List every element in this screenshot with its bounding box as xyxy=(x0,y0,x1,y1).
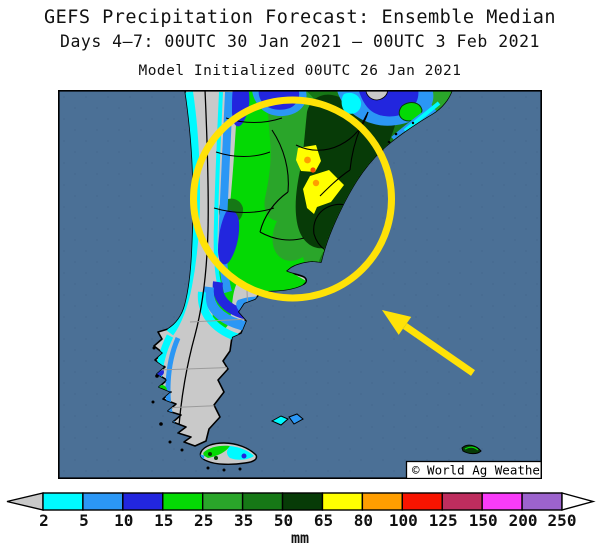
watermark-text: © World Ag Weather xyxy=(412,463,542,478)
colorbar-cells xyxy=(42,492,563,511)
tick-label: 25 xyxy=(194,511,214,530)
colorbar-cell xyxy=(162,492,204,511)
colorbar-cell xyxy=(481,492,523,511)
colorbar-cell xyxy=(201,492,244,511)
colorbar-cell xyxy=(321,492,364,511)
colorbar-cell xyxy=(241,492,284,511)
tick-label: 5 xyxy=(79,511,89,530)
tick-label: 15 xyxy=(154,511,174,530)
tick-label: 65 xyxy=(313,511,334,530)
colorbar-under-arrow xyxy=(6,492,44,511)
map-svg: © World Ag Weather xyxy=(58,89,548,480)
islands xyxy=(151,121,482,472)
tick-label: 10 xyxy=(114,511,134,530)
colorbar-cell xyxy=(122,492,164,511)
map-frame xyxy=(58,90,542,479)
page-title: GEFS Precipitation Forecast: Ensemble Me… xyxy=(43,7,557,28)
colorbar-cell xyxy=(521,492,563,511)
tick-label: 200 xyxy=(508,511,538,530)
colorbar-cell xyxy=(361,492,404,511)
colorbar-svg xyxy=(6,492,596,511)
colorbar-over-arrow xyxy=(561,492,596,511)
colorbar-cell xyxy=(281,492,324,511)
forecast-map: © World Ag Weather xyxy=(58,89,548,480)
page-subtitle: Days 4–7: 00UTC 30 Jan 2021 — 00UTC 3 Fe… xyxy=(60,32,540,51)
tick-label: 100 xyxy=(388,511,418,530)
tick-label: 80 xyxy=(353,511,374,530)
model-init-label: Model Initialized 00UTC 26 Jan 2021 xyxy=(138,63,462,79)
nw-arrow xyxy=(382,310,475,376)
colorbar-cell xyxy=(441,492,483,511)
colorbar-cell xyxy=(82,492,124,511)
colorbar-cell xyxy=(42,492,84,511)
tick-label: 150 xyxy=(468,511,498,530)
colorbar-ticks: 2 5 10 15 25 35 50 65 80 100 125 150 200… xyxy=(0,511,600,531)
south-georgia-island xyxy=(461,444,482,455)
tick-label: 250 xyxy=(547,511,577,530)
colorbar-unit: mm xyxy=(290,529,310,547)
tick-label: 125 xyxy=(428,511,458,530)
country-province-borders xyxy=(177,90,369,441)
colorbar: 2 5 10 15 25 35 50 65 80 100 125 150 200… xyxy=(0,491,600,548)
colorbar-cell xyxy=(401,492,443,511)
highlight-circle xyxy=(190,96,395,302)
tick-label: 50 xyxy=(273,511,294,530)
tick-label: 35 xyxy=(233,511,254,530)
tick-label: 2 xyxy=(39,511,49,530)
watermark: © World Ag Weather xyxy=(405,460,548,480)
falkland-islands xyxy=(270,415,289,426)
